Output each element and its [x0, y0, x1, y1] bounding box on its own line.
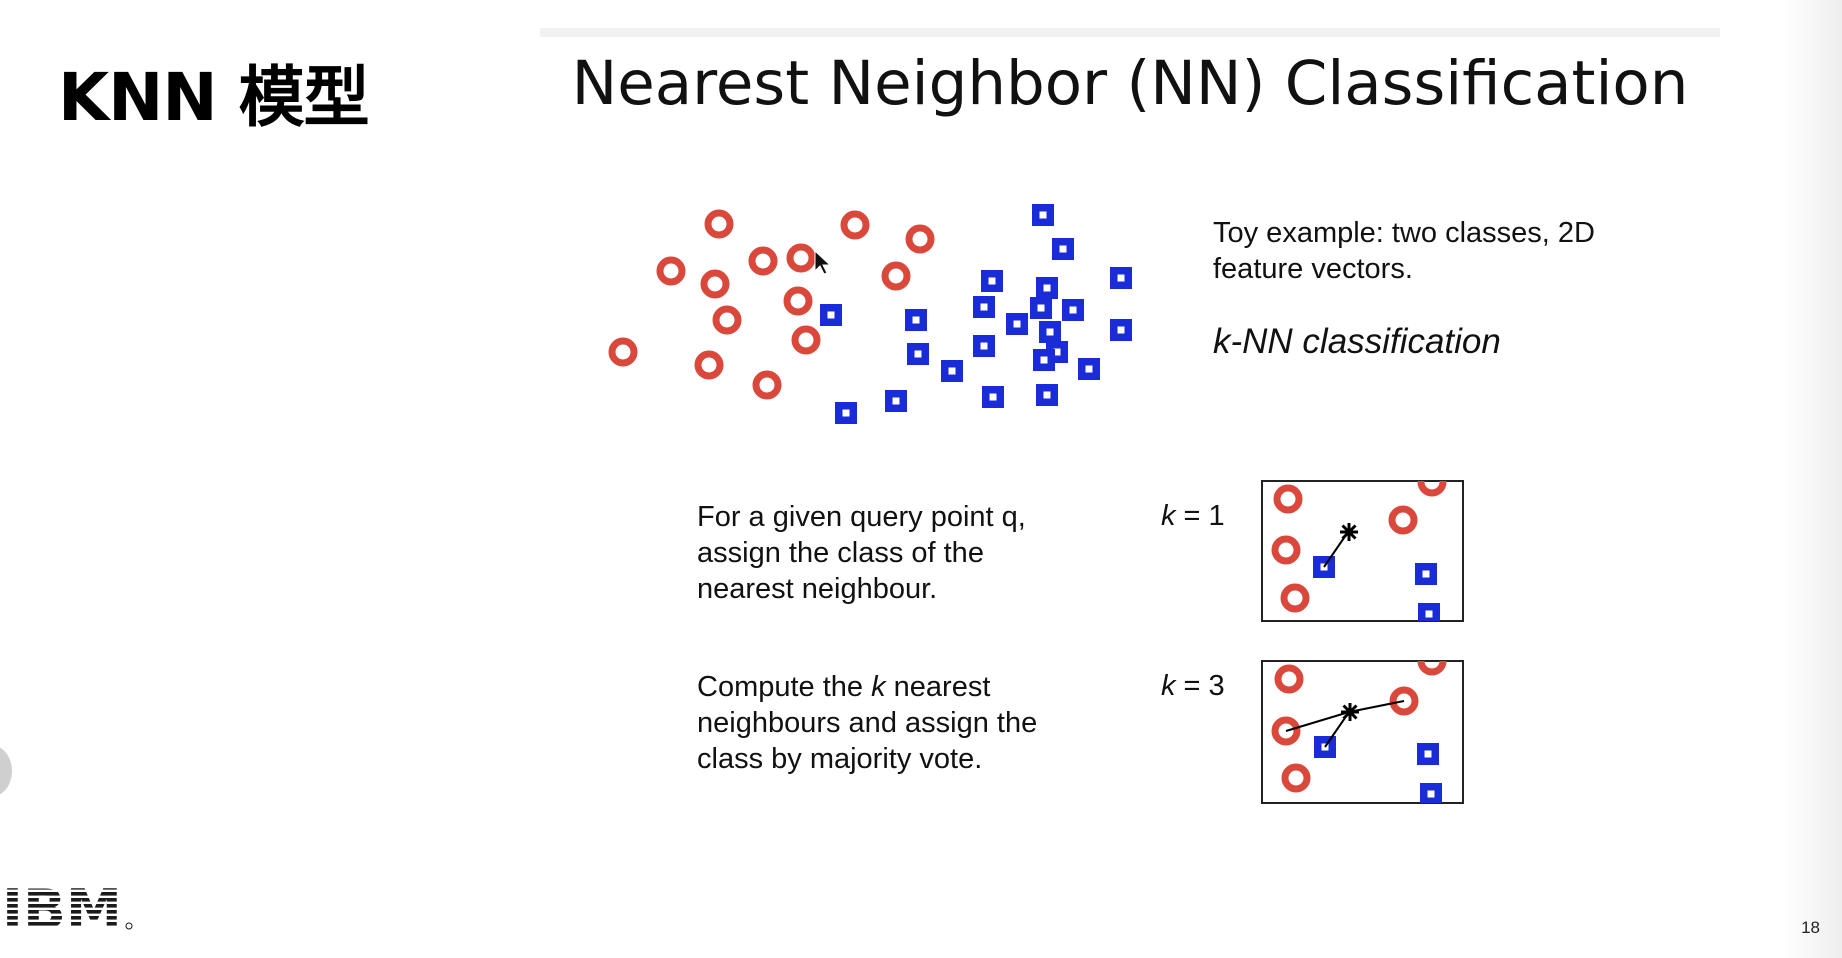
- class-b-point: [1032, 204, 1054, 226]
- knn-classification-heading: k-NN classification: [1213, 322, 1501, 361]
- class-b-point: [1006, 313, 1028, 335]
- k1-panel-frame: [1261, 480, 1464, 622]
- rule-line: nearest neighbour.: [697, 573, 938, 605]
- rule-line: Compute the k nearest: [697, 669, 1037, 705]
- k1-label: k = 1: [1161, 500, 1225, 533]
- rule-line: class by majority vote.: [697, 743, 983, 775]
- ibm-logo: IBM: [2, 880, 133, 936]
- class-a-point: [708, 213, 730, 235]
- class-b-point: [981, 270, 1003, 292]
- class-b-points: [820, 204, 1132, 424]
- class-b-point: [1110, 267, 1132, 289]
- class-b-point: [1039, 321, 1061, 343]
- k1-panel: [1261, 480, 1464, 622]
- class-b-point: [1417, 743, 1439, 765]
- nearest-neighbour-rule: For a given query point q, assign the cl…: [697, 499, 1026, 607]
- class-a-point: [756, 374, 778, 396]
- class-b-point: [1062, 299, 1084, 321]
- k-value: = 3: [1175, 670, 1225, 702]
- mouse-cursor-icon: [814, 249, 832, 275]
- toy-example-line: Toy example: two classes, 2D: [1213, 217, 1595, 249]
- class-b-point: [1420, 783, 1442, 803]
- k-variable: k: [1161, 500, 1176, 532]
- slide-title: Nearest Neighbor (NN) Classification: [571, 48, 1689, 119]
- class-b-point: [941, 360, 963, 382]
- class-b-point: [885, 390, 907, 412]
- toy-example-text: Toy example: two classes, 2D feature vec…: [1213, 215, 1595, 287]
- rule-line: assign the class of the: [697, 537, 984, 569]
- class-a-point: [716, 309, 738, 331]
- class-a-points: [612, 213, 931, 396]
- title-bar: [540, 28, 1720, 37]
- query-point-star-icon: [1340, 523, 1358, 541]
- class-a-point: [790, 247, 812, 269]
- k-variable: k: [1161, 670, 1176, 702]
- rule-text: Compute the: [697, 671, 872, 703]
- class-b-point: [1415, 563, 1437, 585]
- neighbour-link: [1285, 711, 1350, 732]
- class-b-point: [907, 343, 929, 365]
- class-b-point: [1030, 297, 1052, 319]
- class-b-point: [1110, 319, 1132, 341]
- class-b-point: [973, 335, 995, 357]
- class-b-point: [905, 309, 927, 331]
- class-a-point: [909, 228, 931, 250]
- class-b-point: [1078, 358, 1100, 380]
- class-a-point: [698, 354, 720, 376]
- class-a-point: [844, 214, 866, 236]
- class-b-point: [982, 386, 1004, 408]
- k-variable: k: [871, 671, 886, 703]
- class-a-point: [660, 260, 682, 282]
- majority-vote-rule: Compute the k nearest neighbours and ass…: [697, 669, 1037, 777]
- class-a-point: [704, 273, 726, 295]
- slide-edge-shadow: [1782, 0, 1842, 958]
- k3-panel-frame: [1261, 660, 1464, 804]
- query-point-star-icon: [1341, 703, 1359, 721]
- neighbour-link: [1348, 700, 1405, 713]
- class-b-point: [1033, 349, 1055, 371]
- class-a-point: [787, 290, 809, 312]
- k3-label: k = 3: [1161, 670, 1225, 703]
- rule-line: neighbours and assign the: [697, 707, 1038, 739]
- k3-panel: [1261, 660, 1464, 804]
- ibm-logo-text: IBM: [2, 880, 122, 936]
- class-b-point: [835, 402, 857, 424]
- class-b-point: [973, 296, 995, 318]
- rule-line: For a given query point q,: [697, 501, 1026, 533]
- class-b-point: [1036, 384, 1058, 406]
- class-b-point: [1052, 238, 1074, 260]
- slide-nav-button[interactable]: [0, 745, 12, 797]
- class-a-point: [795, 329, 817, 351]
- toy-example-line: feature vectors.: [1213, 253, 1413, 285]
- k-value: = 1: [1175, 500, 1225, 532]
- class-a-point: [752, 250, 774, 272]
- class-a-point: [885, 265, 907, 287]
- registered-mark-icon: [125, 922, 133, 930]
- class-b-point: [820, 304, 842, 326]
- class-b-point: [1036, 277, 1058, 299]
- rule-text: nearest: [885, 671, 991, 703]
- page-number: 18: [1801, 918, 1820, 937]
- class-a-point: [612, 341, 634, 363]
- deck-title: KNN 模型: [58, 59, 370, 136]
